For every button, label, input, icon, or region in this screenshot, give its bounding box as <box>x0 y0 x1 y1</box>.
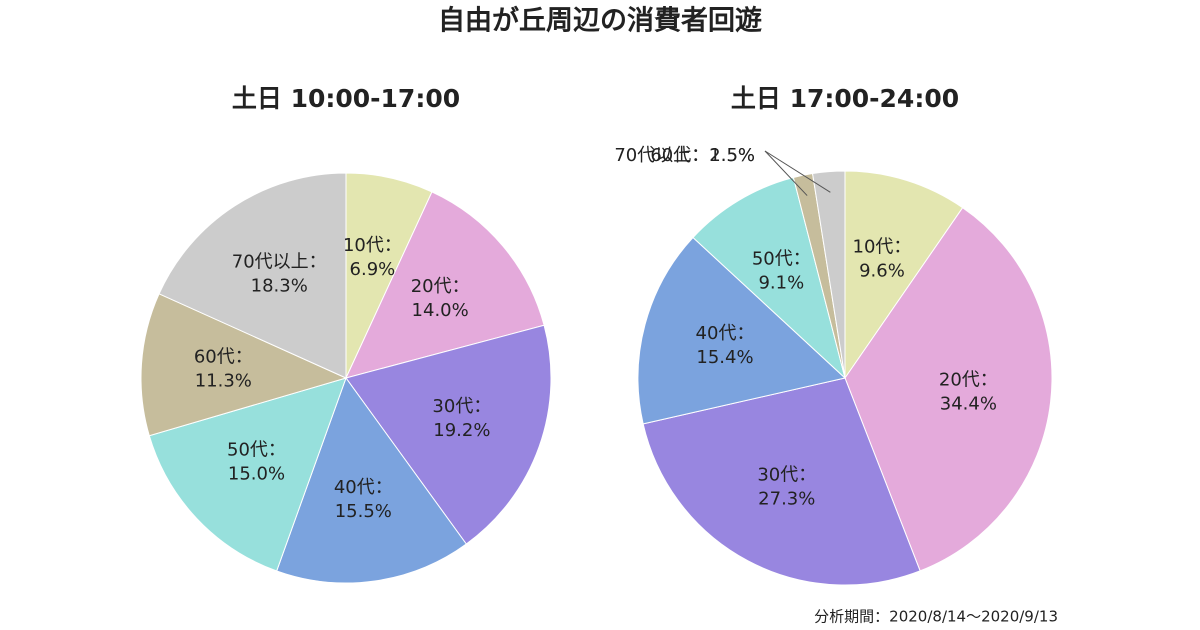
slice-value-label: 19.2% <box>433 420 490 441</box>
slice-category-label: 30代： <box>757 465 816 486</box>
pie-slice <box>692 176 846 380</box>
slice-category-label: 50代： <box>227 439 286 460</box>
slice-category-label: 60代： <box>650 145 709 166</box>
slice-category-label: 20代： <box>939 369 998 390</box>
slice-category-label: 20代： <box>411 276 470 297</box>
slice-value-label: 2.5% <box>709 145 755 166</box>
slice-category-label: 30代： <box>432 396 491 417</box>
slice-category-label: 60代： <box>194 347 253 368</box>
leader-line <box>764 150 808 196</box>
pie-slice <box>158 172 347 379</box>
slice-category-label: 40代： <box>696 323 755 344</box>
chart-title: 自由が丘周辺の消費者回遊 <box>438 5 762 37</box>
slice-value-label: 14.0% <box>412 300 469 321</box>
pie-slice <box>345 191 545 379</box>
slice-category-label: 40代： <box>334 477 393 498</box>
slice-value-label: 9.6% <box>859 260 905 281</box>
slice-value-label: 9.1% <box>758 272 804 293</box>
slice-value-label: 34.4% <box>940 393 997 414</box>
leader-line <box>764 150 831 193</box>
slice-value-label: 1.5% <box>709 145 755 166</box>
period-note: 分析期間：2020/8/14～2020/9/13 <box>814 608 1058 626</box>
pie-title: 土日 10:00-17:00 <box>232 84 460 113</box>
slice-category-label: 50代： <box>752 248 811 269</box>
slice-value-label: 15.4% <box>696 347 753 368</box>
slice-category-label: 10代： <box>343 235 402 256</box>
pie-title: 土日 17:00-24:00 <box>731 84 959 113</box>
slice-category-label: 70代以上： <box>614 145 709 166</box>
slice-category-label: 10代： <box>853 236 912 257</box>
pie-slice <box>811 170 846 379</box>
pie-slice <box>637 236 847 425</box>
slice-value-label: 15.0% <box>228 463 285 484</box>
slice-value-label: 27.3% <box>758 489 815 510</box>
pie-slice <box>642 377 921 586</box>
slice-value-label: 6.9% <box>350 259 396 280</box>
slice-value-label: 18.3% <box>251 276 308 297</box>
pie-slice <box>345 324 552 545</box>
slice-category-label: 70代以上： <box>232 252 327 273</box>
pie-slice <box>844 206 1053 572</box>
slice-value-label: 11.3% <box>195 371 252 392</box>
slice-value-label: 15.5% <box>335 501 392 522</box>
pie-slice <box>148 377 347 572</box>
pie-slice <box>140 293 348 437</box>
pie-slice <box>844 170 964 380</box>
pie-slice <box>276 376 467 584</box>
